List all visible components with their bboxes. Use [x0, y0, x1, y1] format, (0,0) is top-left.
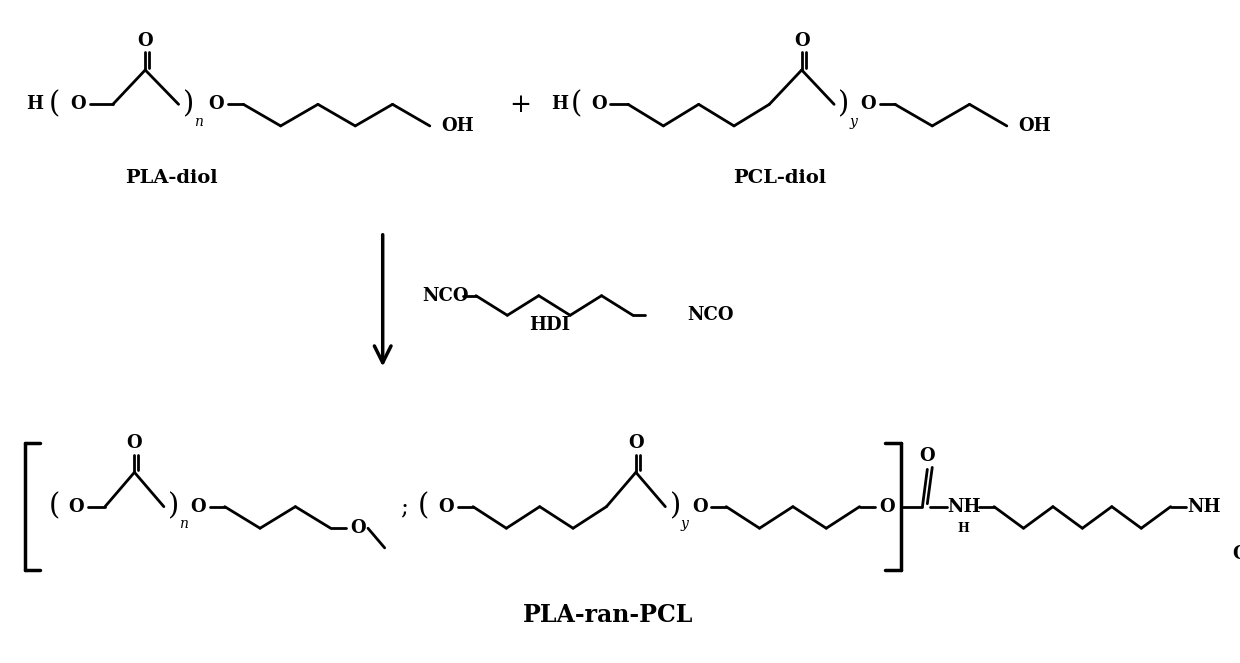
Text: O: O [439, 498, 454, 516]
Text: O: O [138, 32, 153, 50]
Text: O: O [879, 498, 895, 516]
Text: H: H [26, 95, 43, 113]
Text: NH: NH [1188, 498, 1221, 516]
Text: O: O [629, 434, 644, 452]
Text: H: H [551, 95, 568, 113]
Text: O: O [590, 95, 606, 113]
Text: O: O [692, 498, 708, 516]
Text: O: O [68, 498, 84, 516]
Text: H: H [957, 522, 970, 535]
Text: n: n [193, 115, 202, 129]
Text: ): ) [169, 493, 180, 520]
Text: PCL-diol: PCL-diol [734, 169, 827, 187]
Text: OH: OH [441, 117, 474, 135]
Text: (: ( [48, 90, 60, 118]
Text: O: O [208, 95, 223, 113]
Text: NCO: NCO [687, 306, 733, 324]
Text: ;: ; [401, 495, 408, 518]
Text: (: ( [48, 493, 60, 520]
Text: O: O [191, 498, 206, 516]
Text: (: ( [570, 90, 582, 118]
Text: O: O [1233, 545, 1240, 563]
Text: PLA-diol: PLA-diol [125, 169, 218, 187]
Text: (: ( [418, 493, 429, 520]
Text: NH: NH [947, 498, 981, 516]
Text: NCO: NCO [422, 286, 469, 305]
Text: y: y [681, 517, 689, 531]
Text: +: + [510, 92, 531, 117]
Text: O: O [126, 434, 143, 452]
Text: O: O [71, 95, 87, 113]
Text: O: O [794, 32, 810, 50]
Text: n: n [179, 517, 188, 531]
Text: ): ) [670, 493, 681, 520]
Text: OH: OH [1018, 117, 1050, 135]
Text: ): ) [838, 90, 849, 118]
Text: y: y [849, 115, 858, 129]
Text: O: O [861, 95, 877, 113]
Text: O: O [920, 447, 935, 465]
Text: O: O [351, 519, 366, 537]
Text: PLA-ran-PCL: PLA-ran-PCL [523, 603, 693, 627]
Text: ): ) [182, 90, 193, 118]
Text: HDI: HDI [529, 316, 570, 334]
